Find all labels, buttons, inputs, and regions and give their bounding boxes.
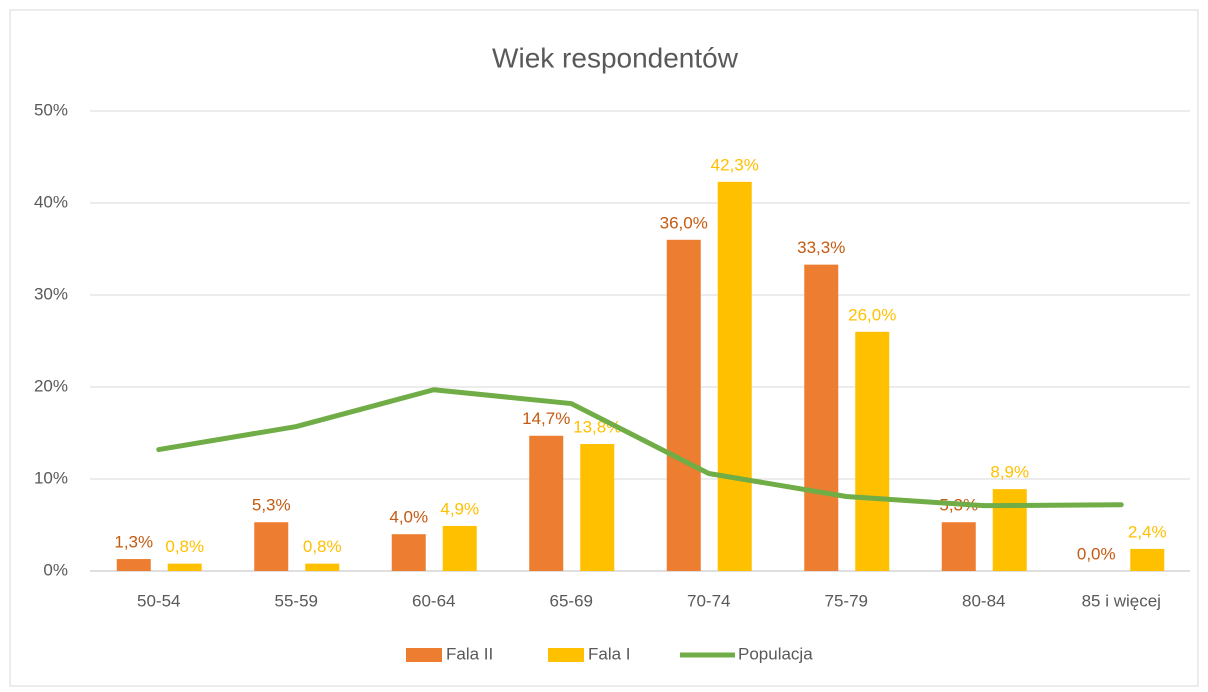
- bar: [804, 264, 839, 571]
- data-label: 5,3%: [252, 496, 291, 515]
- bar: [167, 563, 202, 571]
- data-label: 36,0%: [660, 213, 708, 232]
- y-tick-label: 20%: [34, 376, 68, 395]
- legend-swatch: [406, 648, 442, 662]
- data-label: 26,0%: [848, 305, 896, 324]
- legend-label: Populacja: [738, 644, 813, 663]
- bar: [855, 331, 890, 571]
- bar: [254, 522, 289, 571]
- y-tick-label: 0%: [43, 560, 68, 579]
- bar: [442, 525, 477, 571]
- bar: [992, 489, 1027, 571]
- bar: [580, 444, 615, 571]
- bar: [391, 534, 426, 571]
- data-label: 2,4%: [1128, 522, 1167, 541]
- bar: [116, 559, 151, 571]
- bar: [941, 522, 976, 571]
- bar: [305, 563, 340, 571]
- x-tick-label: 50-54: [137, 591, 180, 610]
- data-label: 14,7%: [522, 409, 570, 428]
- legend-swatch: [548, 648, 584, 662]
- bar: [666, 239, 701, 572]
- y-tick-label: 50%: [34, 100, 68, 119]
- data-label: 0,0%: [1077, 544, 1116, 563]
- data-label: 4,9%: [440, 499, 479, 518]
- data-label: 4,0%: [389, 508, 428, 527]
- y-tick-label: 10%: [34, 468, 68, 487]
- x-tick-label: 55-59: [275, 591, 318, 610]
- legend-label: Fala I: [588, 644, 631, 663]
- data-label: 0,8%: [303, 537, 342, 556]
- data-label: 42,3%: [711, 155, 759, 174]
- x-tick-label: 75-79: [825, 591, 868, 610]
- bar: [717, 181, 752, 571]
- y-tick-label: 40%: [34, 192, 68, 211]
- data-label: 8,9%: [990, 463, 1029, 482]
- bar: [1130, 548, 1165, 571]
- x-tick-label: 60-64: [412, 591, 455, 610]
- y-tick-label: 30%: [34, 284, 68, 303]
- bar: [529, 435, 564, 571]
- x-tick-label: 80-84: [962, 591, 1005, 610]
- x-tick-label: 85 i więcej: [1082, 591, 1161, 610]
- data-label: 1,3%: [114, 533, 153, 552]
- data-label: 33,3%: [797, 238, 845, 257]
- data-label: 0,8%: [165, 537, 204, 556]
- legend-label: Fala II: [446, 644, 493, 663]
- x-tick-label: 70-74: [687, 591, 730, 610]
- chart-border: [9, 9, 1199, 687]
- chart-title: Wiek respondentów: [492, 42, 739, 73]
- x-tick-label: 65-69: [550, 591, 593, 610]
- line: [156, 387, 1124, 509]
